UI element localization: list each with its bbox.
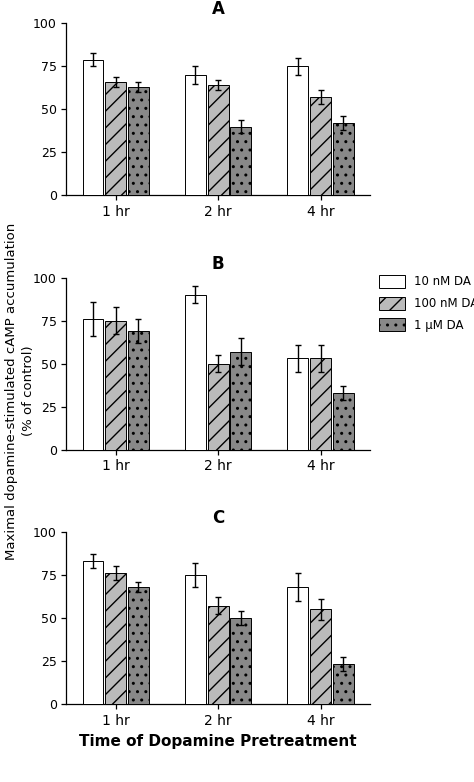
Bar bbox=[333, 123, 354, 196]
Bar bbox=[333, 393, 354, 450]
Bar bbox=[128, 331, 148, 450]
Bar bbox=[288, 587, 309, 704]
Bar bbox=[105, 82, 126, 196]
Bar bbox=[310, 358, 331, 450]
Bar bbox=[208, 364, 228, 450]
Text: A: A bbox=[211, 0, 225, 18]
Bar bbox=[185, 295, 206, 450]
Bar bbox=[208, 606, 228, 704]
Bar bbox=[128, 87, 148, 196]
Bar bbox=[82, 59, 103, 195]
Bar bbox=[82, 319, 103, 450]
X-axis label: Time of Dopamine Pretreatment: Time of Dopamine Pretreatment bbox=[79, 734, 357, 749]
Bar bbox=[310, 609, 331, 704]
Bar bbox=[288, 66, 309, 195]
Bar bbox=[105, 321, 126, 450]
Text: Maximal dopamine-stimulated cAMP accumulation
(% of control): Maximal dopamine-stimulated cAMP accumul… bbox=[5, 222, 35, 560]
Bar bbox=[128, 587, 148, 704]
Bar bbox=[105, 573, 126, 704]
Bar bbox=[185, 75, 206, 196]
Bar bbox=[230, 618, 251, 704]
Bar bbox=[82, 561, 103, 704]
Text: C: C bbox=[212, 509, 224, 527]
Bar bbox=[333, 664, 354, 704]
Bar bbox=[230, 352, 251, 450]
Bar bbox=[185, 575, 206, 704]
Bar bbox=[208, 85, 228, 196]
Bar bbox=[310, 97, 331, 196]
Text: B: B bbox=[212, 255, 224, 273]
Legend: 10 nM DA, 100 nM DA, 1 μM DA: 10 nM DA, 100 nM DA, 1 μM DA bbox=[379, 275, 474, 332]
Bar bbox=[288, 358, 309, 450]
Bar bbox=[230, 127, 251, 196]
